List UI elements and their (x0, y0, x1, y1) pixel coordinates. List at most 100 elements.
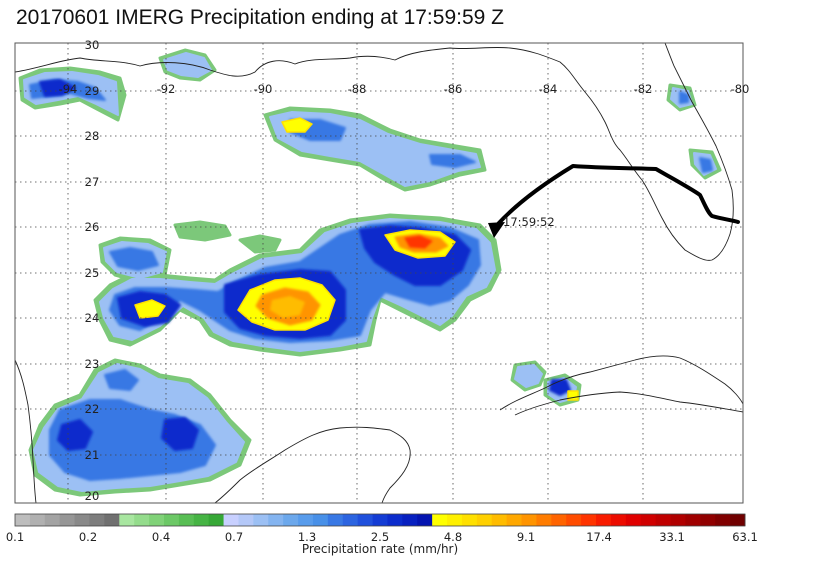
colorbar-swatch (149, 514, 165, 526)
latitude-labels: 30 29 28 27 26 25 24 23 22 21 20 (85, 38, 100, 503)
colorbar-swatch (640, 514, 657, 526)
rain-cell (429, 154, 476, 168)
colorbar-swatch (268, 514, 284, 526)
colorbar-swatch (581, 514, 597, 526)
colorbar-swatch (89, 514, 105, 526)
lat-label: 26 (85, 220, 100, 234)
colorbar-swatch (432, 514, 448, 526)
lon-label: -90 (254, 82, 273, 96)
colorbar-swatch (29, 514, 46, 526)
colorbar-swatch (447, 514, 463, 526)
colorbar-swatch (521, 514, 537, 526)
lat-label: 28 (85, 129, 100, 143)
colorbar-tick-labels: 0.1 0.2 0.4 0.7 1.3 2.5 4.8 9.1 17.4 33.1 63.1 (6, 530, 758, 544)
colorbar-swatch (104, 514, 120, 526)
colorbar-tick-label: 4.8 (444, 530, 462, 544)
lon-label: -82 (634, 82, 653, 96)
rain-cell (57, 419, 93, 451)
lat-label: 20 (85, 489, 100, 503)
lat-label: 27 (85, 175, 100, 189)
colorbar-swatch (700, 514, 716, 526)
colorbar-swatch (298, 514, 314, 526)
colorbar-swatch (342, 514, 359, 526)
rain-cell (567, 390, 579, 401)
colorbar-swatch (655, 514, 671, 526)
colorbar-swatch (625, 514, 642, 526)
satellite-track (488, 164, 740, 238)
colorbar-swatch (238, 514, 254, 526)
colorbar-swatch (74, 514, 90, 526)
colorbar-swatch (253, 514, 269, 526)
rain-cell (699, 157, 713, 173)
colorbar-swatch (312, 514, 329, 526)
yucatan-coast (214, 426, 411, 503)
rain-cell (238, 234, 282, 254)
colorbar-swatch (506, 514, 522, 526)
map-title: 20170601 IMERG Precipitation ending at 1… (16, 6, 504, 29)
colorbar-title: Precipitation rate (mm/hr) (302, 542, 458, 556)
longitude-labels: -94 -92 -90 -88 -86 -84 -82 -80 (59, 82, 750, 96)
colorbar-swatch (610, 514, 627, 526)
colorbar-swatch (208, 514, 224, 526)
lat-label: 30 (85, 38, 100, 52)
colorbar-swatch (372, 514, 388, 526)
rain-cell (134, 299, 166, 319)
colorbar-tick-label: 0.1 (6, 530, 24, 544)
rain-cell (109, 247, 159, 271)
rain-cell (270, 296, 305, 318)
lon-label: -86 (444, 82, 463, 96)
track-line (496, 164, 740, 226)
colorbar-tick-label: 1.3 (298, 530, 316, 544)
colorbar-swatch (163, 514, 180, 526)
colorbar-tick-label: 9.1 (517, 530, 535, 544)
colorbar-swatch (387, 514, 403, 526)
colorbar-tick-label: 17.4 (586, 530, 612, 544)
colorbar-swatch (551, 514, 567, 526)
lon-label: -80 (731, 82, 750, 96)
colorbar-swatch (327, 514, 344, 526)
colorbar-tick-label: 2.5 (371, 530, 389, 544)
colorbar-swatch (670, 514, 686, 526)
colorbar-swatch (59, 514, 75, 526)
colorbar-swatch (283, 514, 299, 526)
track-time-label: 17:59:52 (503, 215, 555, 229)
colorbar-swatch (193, 514, 210, 526)
colorbar-tick-label: 0.4 (152, 530, 170, 544)
colorbar-tick-label: 63.1 (732, 530, 758, 544)
lat-label: 23 (85, 357, 100, 371)
graticule (15, 43, 743, 503)
colorbar (14, 513, 746, 527)
lat-label: 25 (85, 266, 100, 280)
rain-cell (163, 52, 212, 78)
rain-cell (679, 91, 689, 104)
colorbar-tick-label: 0.7 (225, 530, 243, 544)
colorbar-swatch (461, 514, 478, 526)
rain-cell (514, 364, 543, 388)
colorbar-swatch (730, 514, 746, 526)
rain-cell (161, 417, 199, 451)
plot-frame (14, 42, 744, 504)
lat-label: 22 (85, 402, 100, 416)
colorbar-swatch (685, 514, 701, 526)
coastlines (15, 43, 743, 503)
lat-label: 24 (85, 311, 100, 325)
colorbar-swatch (223, 514, 239, 526)
lat-label: 29 (85, 84, 100, 98)
rain-cell (281, 117, 313, 133)
lon-label: -94 (59, 82, 78, 96)
lat-label: 21 (85, 448, 100, 462)
track-end-arrow (488, 222, 505, 238)
us-gulf-coast (15, 43, 734, 261)
cuba-coast (499, 355, 743, 411)
cuba-south-coast (514, 391, 743, 416)
colorbar-swatch (491, 514, 508, 526)
colorbar-frame (14, 513, 746, 527)
rain-cell (104, 369, 139, 391)
colorbar-tick-label: 33.1 (659, 530, 685, 544)
colorbar-swatch (417, 514, 433, 526)
colorbar-swatch (536, 514, 552, 526)
colorbar-swatch (15, 514, 31, 526)
lon-label: -84 (539, 82, 558, 96)
colorbar-swatch (134, 514, 150, 526)
